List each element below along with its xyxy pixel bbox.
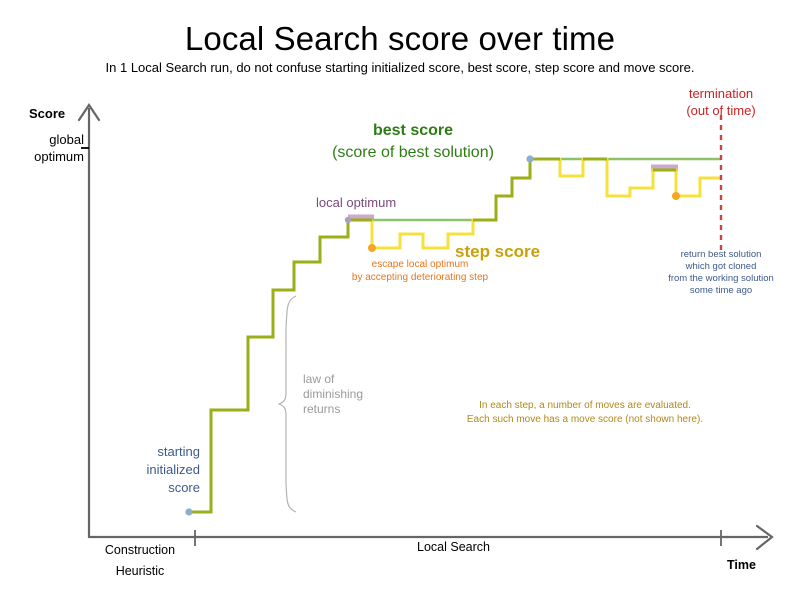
- page-subtitle: In 1 Local Search run, do not confuse st…: [105, 60, 695, 75]
- step-score-yellow: [370, 176, 530, 250]
- x-axis-phase-local-search: Local Search: [417, 540, 490, 554]
- local-optimum-annotation: local optimum: [316, 195, 397, 210]
- escape-step-dot: [368, 244, 376, 252]
- return-best-solution-annotation: return best solution which got cloned fr…: [668, 249, 774, 296]
- diminishing-returns-annotation: law of diminishing returns: [303, 372, 364, 416]
- best-score-annotation-subtitle: (score of best solution): [332, 144, 494, 161]
- escape-step-dot-2: [672, 192, 680, 200]
- local-optimum-dot: [344, 216, 352, 224]
- x-axis: [89, 524, 774, 551]
- best-score-annotation-title: best score: [372, 122, 454, 139]
- page-title: Local Search score over time: [184, 20, 616, 57]
- termination-annotation: termination (out of time): [686, 86, 756, 118]
- x-axis-phase-construction-heuristic: Construction Heuristic: [104, 543, 176, 578]
- step-score-annotation: step score: [455, 242, 541, 261]
- step-score-yellow-2: [530, 157, 721, 198]
- moves-evaluated-annotation: In each step, a number of moves are eval…: [466, 400, 704, 425]
- step-score-olive-2: [473, 157, 560, 222]
- y-axis-tick-global-optimum: global optimum: [34, 132, 84, 164]
- starting-score-dot: [185, 508, 193, 516]
- x-axis-label: Time: [727, 558, 756, 572]
- diminishing-returns-brace: [277, 295, 297, 513]
- y-axis-label: Score: [29, 106, 66, 121]
- starting-initialized-score-annotation: starting initialized score: [146, 444, 200, 495]
- step-score-olive: [189, 218, 372, 514]
- escape-local-optimum-annotation: escape local optimum by accepting deteri…: [351, 259, 489, 283]
- global-optimum-dot: [526, 155, 534, 163]
- y-axis: [77, 103, 101, 538]
